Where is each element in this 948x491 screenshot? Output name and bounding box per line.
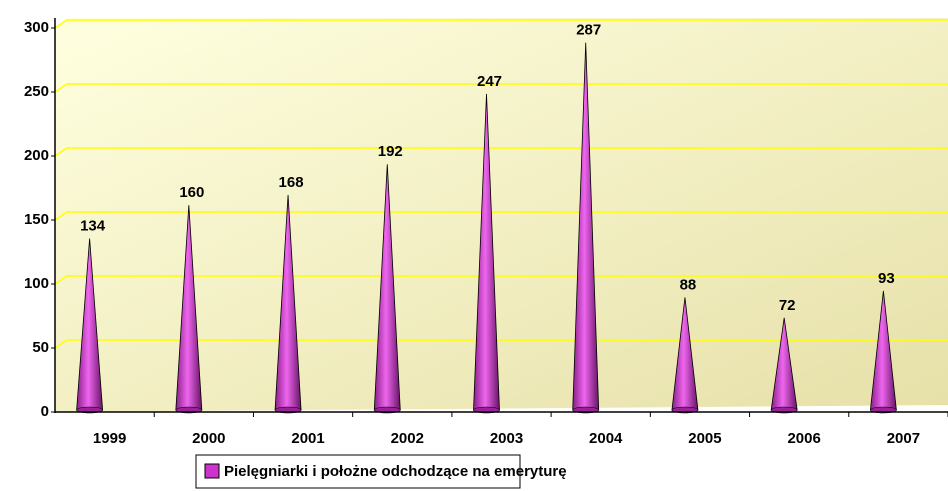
data-label: 247 <box>477 73 502 90</box>
x-tick-label: 2006 <box>787 430 820 447</box>
legend-label: Pielęgniarki i położne odchodzące na eme… <box>224 463 567 480</box>
grid-line <box>54 275 948 285</box>
x-tick-label: 2001 <box>291 430 324 447</box>
x-tick-label: 2005 <box>688 430 721 447</box>
data-label: 160 <box>179 184 204 201</box>
data-label: 287 <box>576 22 601 39</box>
y-tick-label: 50 <box>32 339 49 356</box>
data-label: 192 <box>378 143 403 160</box>
y-tick-label: 250 <box>24 83 49 100</box>
plot-wall <box>55 18 948 412</box>
grid-line <box>54 339 948 349</box>
x-tick-label: 2007 <box>887 430 920 447</box>
grid-line <box>54 83 948 93</box>
x-tick-label: 2004 <box>589 430 623 447</box>
data-label: 88 <box>680 276 697 293</box>
y-tick-label: 100 <box>24 275 49 292</box>
data-label: 93 <box>878 270 895 287</box>
x-tick-label: 2003 <box>490 430 523 447</box>
y-tick-label: 0 <box>41 403 49 420</box>
data-label: 134 <box>80 217 106 234</box>
grid-line <box>54 211 948 221</box>
grid-line <box>54 147 948 157</box>
y-tick-label: 150 <box>24 211 49 228</box>
grid-line <box>54 19 948 29</box>
x-tick-label: 2000 <box>192 430 225 447</box>
x-tick-label: 1999 <box>93 430 126 447</box>
y-tick-label: 300 <box>24 19 49 36</box>
y-tick-label: 200 <box>24 147 49 164</box>
data-label: 168 <box>279 174 304 191</box>
legend-swatch <box>204 463 220 479</box>
data-label: 72 <box>779 297 796 314</box>
legend <box>195 454 521 489</box>
x-tick-label: 2002 <box>391 430 424 447</box>
